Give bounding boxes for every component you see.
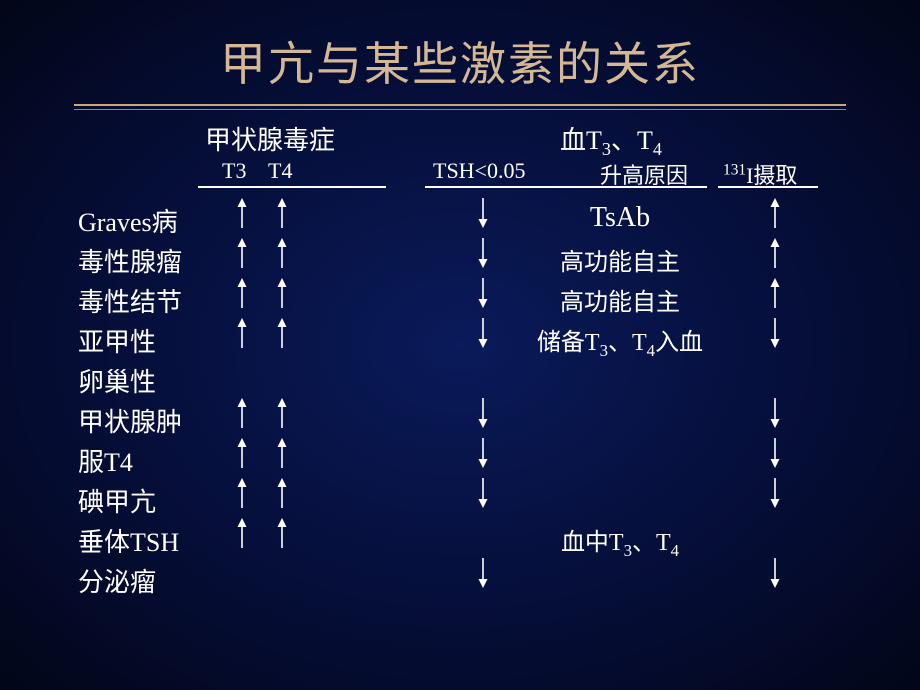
cause-text: 高功能自主	[510, 282, 730, 317]
iodine-up-arrow-icon	[768, 198, 782, 228]
tsh-down-arrow-icon	[476, 558, 490, 588]
t4-up-arrow-icon	[275, 518, 289, 548]
cause-text: 高功能自主	[510, 242, 730, 277]
title-underline	[74, 104, 846, 110]
tsh-down-arrow-icon	[476, 478, 490, 508]
tsh-down-arrow-icon	[476, 318, 490, 348]
tsh-down-arrow-icon	[476, 198, 490, 228]
underline-tsh-cause	[425, 186, 707, 188]
row-label: 碘甲亢	[78, 482, 156, 519]
header-blood-t3t4: 血T3、T4	[560, 120, 662, 160]
t3-up-arrow-icon	[235, 478, 249, 508]
t4-up-arrow-icon	[275, 318, 289, 348]
cause-text: 储备T3、T4入血	[510, 322, 730, 361]
row-label: 服T4	[78, 442, 133, 479]
t4-up-arrow-icon	[275, 438, 289, 468]
slide-title: 甲亢与某些激素的关系	[0, 0, 920, 94]
iodine-down-arrow-icon	[768, 318, 782, 348]
t3-up-arrow-icon	[235, 438, 249, 468]
iodine-down-arrow-icon	[768, 478, 782, 508]
tsh-down-arrow-icon	[476, 398, 490, 428]
table-area: 甲状腺毒症 血T3、T4 T3 T4 TSH<0.05 升高原因 131I摄取 …	[70, 120, 860, 670]
t3-up-arrow-icon	[235, 238, 249, 268]
header-thyrotoxicosis: 甲状腺毒症	[205, 120, 335, 157]
row-label: 毒性结节	[78, 282, 182, 319]
cause-text: 血中T3、T4	[510, 522, 730, 561]
t4-up-arrow-icon	[275, 398, 289, 428]
t4-up-arrow-icon	[275, 238, 289, 268]
subheader-t3: T3	[222, 158, 246, 184]
iodine-down-arrow-icon	[768, 438, 782, 468]
iodine-up-arrow-icon	[768, 278, 782, 308]
row-label: Graves病	[78, 202, 178, 239]
t3-up-arrow-icon	[235, 398, 249, 428]
row-label: 卵巢性	[78, 362, 156, 399]
underline-iodine	[718, 186, 818, 188]
t4-up-arrow-icon	[275, 278, 289, 308]
row-label: 垂体TSH	[78, 522, 179, 559]
t3-up-arrow-icon	[235, 278, 249, 308]
cause-text: TsAb	[510, 202, 730, 234]
t3-up-arrow-icon	[235, 198, 249, 228]
iodine-down-arrow-icon	[768, 398, 782, 428]
underline-t3t4	[198, 186, 386, 188]
t3-up-arrow-icon	[235, 318, 249, 348]
t4-up-arrow-icon	[275, 478, 289, 508]
t4-up-arrow-icon	[275, 198, 289, 228]
t3-up-arrow-icon	[235, 518, 249, 548]
row-label: 毒性腺瘤	[78, 242, 182, 279]
row-label: 甲状腺肿	[78, 402, 182, 439]
subheader-tsh: TSH<0.05	[433, 158, 525, 184]
tsh-down-arrow-icon	[476, 438, 490, 468]
iodine-down-arrow-icon	[768, 558, 782, 588]
iodine-up-arrow-icon	[768, 238, 782, 268]
subheader-t4: T4	[268, 158, 292, 184]
row-label: 亚甲性	[78, 322, 156, 359]
tsh-down-arrow-icon	[476, 238, 490, 268]
row-label: 分泌瘤	[78, 562, 156, 599]
tsh-down-arrow-icon	[476, 278, 490, 308]
